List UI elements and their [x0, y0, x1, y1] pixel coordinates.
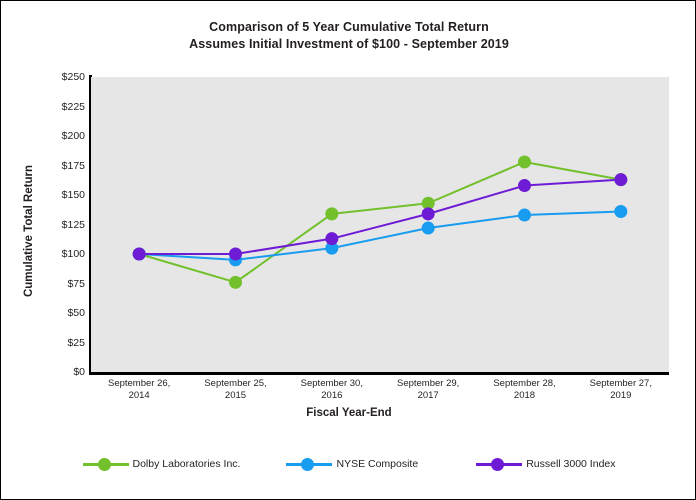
data-point-marker	[421, 221, 435, 235]
y-axis-tick-label: $0	[73, 366, 85, 378]
x-tick-line-1: September 25,	[204, 378, 267, 389]
x-tick-line-2: 2017	[417, 390, 439, 401]
data-point-marker	[229, 275, 242, 289]
y-axis-tick-label: $225	[61, 100, 85, 113]
data-point-marker	[614, 205, 628, 219]
data-point-marker	[518, 208, 531, 222]
legend-item[interactable]: NYSE Composite	[286, 456, 418, 472]
x-axis-tick-label: September 25, 2015	[181, 378, 291, 402]
data-point-marker	[518, 179, 531, 193]
x-tick-line-2: 2014	[128, 390, 150, 401]
series-line	[138, 160, 622, 284]
y-axis-title: Cumulative Total Return	[23, 164, 35, 298]
x-axis-tick-label: September 28, 2018	[470, 378, 580, 402]
x-axis-tick-label: September 30, 2016	[277, 378, 387, 402]
series-line	[138, 210, 622, 261]
y-axis-tick-label: $250	[61, 71, 85, 83]
data-point-marker	[132, 247, 146, 261]
x-axis-tick-label: September 26, 2014	[84, 378, 194, 402]
data-point-marker	[518, 155, 531, 169]
y-axis-tick-label: $100	[61, 248, 85, 260]
plot-area-wrapper	[91, 77, 669, 372]
y-axis-tick-label: $25	[67, 336, 85, 349]
x-tick-line-1: September 29,	[396, 378, 460, 389]
y-axis-tick-label: $175	[61, 159, 85, 172]
data-point-marker	[325, 232, 339, 246]
chart-title-line-1: Comparison of 5 Year Cumulative Total Re…	[209, 20, 489, 34]
legend-swatch-icon	[286, 456, 333, 472]
x-axis-tick-label: September 27, 2019	[566, 378, 676, 402]
plot-area-background	[91, 77, 669, 372]
y-axis-tick-labels: $0 $25 $50 $75 $100 $125 $150 $175 $200 $225 $250	[37, 71, 85, 378]
series-line	[138, 178, 622, 255]
x-tick-line-1: September 27,	[589, 378, 652, 389]
chart-legend: Dolby Laboratories Inc. NYSE Composite Rus…	[1, 453, 696, 475]
y-axis-tick-label: $50	[67, 307, 85, 319]
legend-dot-icon	[491, 458, 505, 471]
legend-swatch-icon	[476, 456, 523, 472]
x-axis-title: Fiscal Year-End	[306, 407, 392, 419]
x-tick-line-1: September 28,	[493, 378, 556, 389]
y-axis-tick-label: $125	[61, 218, 85, 231]
x-axis-line	[89, 372, 669, 375]
y-axis-tick-label: $200	[61, 130, 85, 142]
x-tick-line-2: 2016	[321, 390, 343, 401]
x-axis-tick-label: September 29, 2017	[373, 378, 483, 402]
chart-title: Comparison of 5 Year Cumulative Total Re…	[1, 19, 696, 53]
legend-label: NYSE Composite	[336, 458, 419, 470]
x-tick-line-1: September 26,	[107, 378, 171, 389]
legend-swatch-icon	[82, 456, 129, 472]
y-axis-line	[89, 75, 92, 374]
legend-dot-icon	[301, 458, 315, 471]
data-point-marker	[421, 207, 435, 221]
x-tick-line-2: 2015	[224, 390, 247, 401]
legend-label: Russell 3000 Index	[526, 458, 616, 470]
legend-label: Dolby Laboratories Inc.	[132, 458, 241, 470]
data-point-marker	[325, 207, 339, 221]
series-plot	[132, 155, 628, 289]
data-point-marker	[614, 173, 628, 187]
x-tick-line-1: September 30,	[300, 378, 363, 389]
data-point-marker	[325, 241, 339, 255]
legend-item[interactable]: Dolby Laboratories Inc.	[82, 456, 241, 472]
legend-item[interactable]: Russell 3000 Index	[476, 456, 616, 472]
y-axis-tick-label: $75	[67, 277, 85, 290]
x-tick-line-2: 2019	[610, 390, 632, 401]
y-axis-tick-label: $150	[61, 189, 85, 201]
x-axis-tick-labels: September 26, 2014 September 25, 2015 Septem…	[91, 378, 669, 412]
x-tick-line-2: 2018	[513, 390, 536, 401]
legend-dot-icon	[97, 458, 111, 471]
chart-title-line-2: Assumes Initial Investment of $100 - Sep…	[189, 37, 509, 51]
data-point-marker	[421, 196, 435, 210]
data-point-marker	[229, 247, 242, 261]
